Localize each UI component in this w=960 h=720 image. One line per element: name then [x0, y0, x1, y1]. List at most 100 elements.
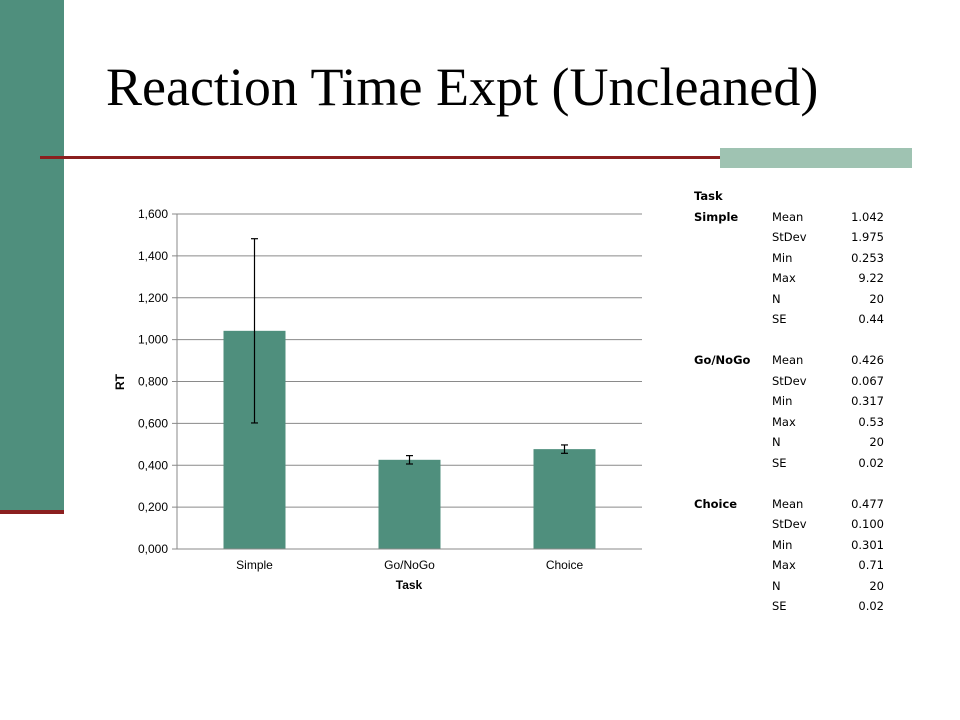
stats-stat-label: Mean: [772, 353, 804, 367]
stats-value: 0.53: [858, 414, 884, 429]
stats-stat-label: StDev: [772, 517, 807, 531]
stats-task-label: [694, 268, 772, 289]
x-tick-label: Choice: [546, 558, 584, 572]
bar-go-nogo: [378, 459, 441, 549]
stats-stat-label: Max: [772, 414, 796, 429]
error-bars: [251, 238, 568, 465]
stats-stat-label: Min: [772, 250, 793, 265]
title-accent-block: [720, 148, 912, 168]
stats-value: 0.02: [858, 455, 884, 470]
stats-value: 0.71: [858, 558, 884, 572]
stats-task-label: [694, 596, 772, 617]
y-tick-label: 0,200: [138, 500, 168, 514]
stats-row: Min 0.317: [694, 391, 884, 412]
stats-row: SE 0.02: [694, 596, 884, 617]
stats-row: Simple Mean 1.042: [694, 207, 884, 228]
stats-task-label: [694, 309, 772, 330]
stats-stat-label: SE: [772, 312, 787, 326]
stats-value: 0.317: [851, 394, 884, 408]
title-rule: [40, 156, 912, 159]
x-tick-labels: Simple Go/NoGo Choice: [236, 558, 583, 572]
stats-group: Choice Mean 0.477 StDev 0.100 Min 0.301 Max 0.71…: [694, 494, 884, 617]
stats-value: 20: [869, 435, 884, 449]
x-tick-label: Go/NoGo: [384, 558, 435, 572]
stats-task-label: [694, 535, 772, 556]
stats-task-label: Simple: [694, 209, 739, 224]
bar-choice: [533, 449, 596, 549]
stats-stat-label: N: [772, 291, 781, 306]
stats-task-label: [694, 432, 772, 453]
stats-row: SE 0.02: [694, 453, 884, 474]
stats-stat-label: SE: [772, 599, 787, 613]
y-tick-label: 1,600: [138, 207, 168, 221]
stats-row: StDev 1.975: [694, 227, 884, 248]
stats-row: Min 0.253: [694, 248, 884, 269]
y-tick-label: 1,000: [138, 333, 168, 347]
stats-group: Go/NoGo Mean 0.426 StDev 0.067 Min 0.317 Max 0.5…: [694, 350, 884, 473]
stats-task-label: Choice: [694, 496, 738, 511]
stats-stat-label: Max: [772, 558, 796, 572]
stats-stat-label: SE: [772, 455, 787, 470]
stats-row: N 20: [694, 432, 884, 453]
stats-row: SE 0.44: [694, 309, 884, 330]
stats-task-label: [694, 248, 772, 269]
stats-row: Min 0.301: [694, 535, 884, 556]
stats-task-label: [694, 227, 772, 248]
stats-header: Task: [694, 189, 723, 203]
stats-stat-label: Min: [772, 537, 793, 552]
stats-stat-label: StDev: [772, 373, 807, 388]
x-axis-title: Task: [396, 578, 423, 592]
stats-row: Go/NoGo Mean 0.426: [694, 350, 884, 371]
stats-value: 0.44: [858, 312, 884, 326]
stats-row: Max 0.53: [694, 412, 884, 433]
stats-row: Max 9.22: [694, 268, 884, 289]
stats-row: StDev 0.067: [694, 371, 884, 392]
left-accent-underline: [0, 510, 64, 514]
stats-row: Max 0.71: [694, 555, 884, 576]
stats-row: N 20: [694, 576, 884, 597]
stats-task-label: [694, 412, 772, 433]
stats-stat-label: Min: [772, 394, 793, 408]
slide-title: Reaction Time Expt (Uncleaned): [106, 57, 819, 117]
stats-group: Simple Mean 1.042 StDev 1.975 Min 0.253 Max 9.22…: [694, 207, 884, 330]
stats-value: 20: [869, 291, 884, 306]
stats-stat-label: Mean: [772, 496, 804, 511]
stats-task-label: [694, 514, 772, 535]
stats-task-label: [694, 576, 772, 597]
left-accent-bar: [0, 0, 64, 512]
stats-value: 20: [869, 578, 884, 593]
stats-task-label: [694, 289, 772, 310]
y-tick-label: 0,800: [138, 375, 168, 389]
stats-value: 0.067: [851, 373, 884, 388]
stats-value: 0.100: [851, 517, 884, 531]
stats-value: 9.22: [858, 271, 884, 285]
y-tick-label: 1,400: [138, 249, 168, 263]
y-axis-title: RT: [113, 373, 127, 390]
stats-task-label: [694, 391, 772, 412]
stats-stat-label: Max: [772, 271, 796, 285]
stats-task-label: [694, 453, 772, 474]
stats-value: 1.042: [851, 209, 884, 224]
y-tick-label: 1,200: [138, 291, 168, 305]
stats-task-label: [694, 555, 772, 576]
stats-value: 0.301: [851, 537, 884, 552]
bars: [223, 330, 596, 549]
y-tick-label: 0,000: [138, 542, 168, 556]
stats-task-label: Go/NoGo: [694, 353, 751, 367]
stats-value: 0.426: [851, 353, 884, 367]
stats-row: N 20: [694, 289, 884, 310]
stats-value: 0.477: [851, 496, 884, 511]
stats-stat-label: N: [772, 578, 781, 593]
stats-task-label: [694, 371, 772, 392]
stats-value: 1.975: [851, 230, 884, 244]
x-tick-label: Simple: [236, 558, 273, 572]
y-tick-labels: 0,000 0,200 0,400 0,600 0,800 1,000 1,200 1,400…: [138, 207, 168, 556]
stats-value: 0.02: [858, 599, 884, 613]
stats-table: Task Simple Mean 1.042 StDev 1.975 Min 0.253 Ma…: [694, 186, 884, 637]
y-tick-label: 0,400: [138, 458, 168, 472]
stats-stat-label: StDev: [772, 230, 807, 244]
stats-row: StDev 0.100: [694, 514, 884, 535]
stats-groups: Simple Mean 1.042 StDev 1.975 Min 0.253 Max 9.22…: [694, 207, 884, 617]
stats-row: Choice Mean 0.477: [694, 494, 884, 515]
